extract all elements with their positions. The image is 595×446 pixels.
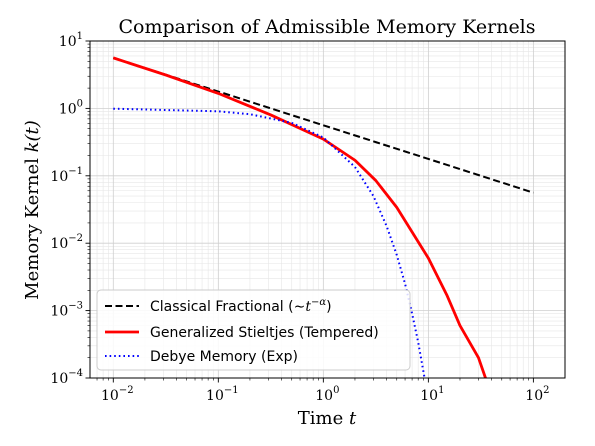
chart-title: Comparison of Admissible Memory Kernels: [118, 16, 535, 38]
x-tick-label: 100: [315, 385, 339, 404]
legend-label-stieltjes: Generalized Stieltjes (Tempered): [150, 325, 379, 341]
legend-frame: [96, 289, 411, 371]
plot-frame: [89, 40, 566, 379]
y-tick-label: 10−1: [50, 166, 83, 185]
y-tick-label: 10−3: [50, 301, 83, 320]
legend-label-debye: Debye Memory (Exp): [150, 349, 298, 365]
y-tick-label: 10−2: [50, 233, 83, 252]
axis-ticks: [85, 40, 534, 383]
y-axis-label: Memory Kernel k(t): [22, 120, 43, 300]
x-axis-label: Time t: [298, 408, 357, 429]
x-tick-label: 10−1: [206, 385, 239, 404]
tick-labels: 10−2 10−1 100 101 102 10−4 10−3 10−2 10−1 100 101: [50, 31, 549, 404]
series-layer: [112, 56, 534, 378]
x-tick-label: 10−2: [101, 385, 134, 404]
x-tick-label: 101: [420, 385, 444, 404]
y-tick-label: 101: [59, 31, 83, 50]
legend-label-classical: Classical Fractional (∼t−α): [150, 297, 332, 315]
y-tick-label: 10−4: [50, 368, 83, 387]
x-tick-label: 102: [525, 385, 549, 404]
y-tick-label: 100: [59, 98, 83, 117]
legend: Classical Fractional (∼t−α) Generalized …: [96, 289, 411, 371]
series-generalized-stieltjes: [112, 56, 487, 378]
